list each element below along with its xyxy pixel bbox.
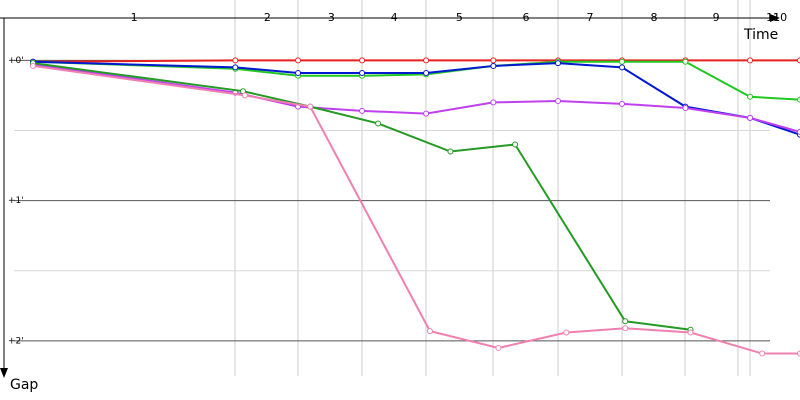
data-point bbox=[682, 58, 689, 65]
data-point bbox=[490, 62, 497, 69]
x-axis-title: Time bbox=[743, 27, 778, 43]
data-point bbox=[232, 64, 239, 71]
data-point bbox=[759, 350, 766, 357]
lap-label: 7 bbox=[587, 11, 594, 24]
lap-label: 2 bbox=[264, 11, 271, 24]
lap-lines bbox=[234, 0, 751, 376]
data-point bbox=[682, 105, 689, 112]
data-point bbox=[619, 58, 626, 65]
data-point bbox=[423, 69, 430, 76]
lap-label: 9 bbox=[713, 11, 720, 24]
lap-label: 3 bbox=[328, 11, 335, 24]
y-tick-label: +1' bbox=[8, 196, 24, 206]
data-point bbox=[797, 57, 800, 64]
data-point bbox=[554, 98, 561, 105]
y-tick-label: +0' bbox=[8, 56, 24, 66]
lap-label: 10 bbox=[773, 11, 787, 24]
data-point bbox=[797, 128, 800, 135]
data-point bbox=[687, 329, 694, 336]
lap-label: 1 bbox=[131, 11, 138, 24]
data-point bbox=[495, 344, 502, 351]
data-point bbox=[375, 120, 382, 127]
data-point bbox=[619, 100, 626, 107]
data-point bbox=[295, 69, 302, 76]
data-point bbox=[622, 318, 629, 325]
lap-label: 6 bbox=[522, 11, 529, 24]
y-axis-title: Gap bbox=[10, 377, 38, 393]
data-point bbox=[490, 57, 497, 64]
y-axis-arrow bbox=[0, 368, 8, 378]
data-point bbox=[426, 328, 433, 335]
data-point bbox=[797, 96, 800, 103]
data-point bbox=[619, 64, 626, 71]
data-point bbox=[307, 103, 314, 110]
x-axis-arrow bbox=[770, 14, 780, 22]
data-point bbox=[512, 141, 519, 148]
data-point bbox=[747, 57, 754, 64]
y-tick-label: +2' bbox=[8, 336, 24, 346]
data-point bbox=[423, 57, 430, 64]
data-point bbox=[447, 148, 454, 155]
data-point bbox=[241, 92, 248, 99]
data-point bbox=[359, 69, 366, 76]
lap-label: 8 bbox=[651, 11, 658, 24]
data-point bbox=[747, 93, 754, 100]
series-line bbox=[32, 62, 691, 331]
data-point bbox=[490, 99, 497, 106]
data-point bbox=[232, 57, 239, 64]
data-point bbox=[30, 62, 36, 69]
data-point bbox=[747, 114, 754, 121]
lap-label: 5 bbox=[456, 11, 463, 24]
data-point bbox=[554, 60, 561, 67]
lap-label: 11 bbox=[766, 11, 780, 24]
lap-label: 4 bbox=[391, 11, 398, 24]
data-point bbox=[359, 107, 366, 114]
data-point bbox=[622, 325, 629, 332]
data-point bbox=[359, 57, 366, 64]
series-line bbox=[32, 64, 800, 355]
data-point bbox=[295, 57, 302, 64]
data-point bbox=[423, 110, 430, 117]
data-point bbox=[797, 350, 800, 357]
data-point bbox=[563, 329, 570, 336]
